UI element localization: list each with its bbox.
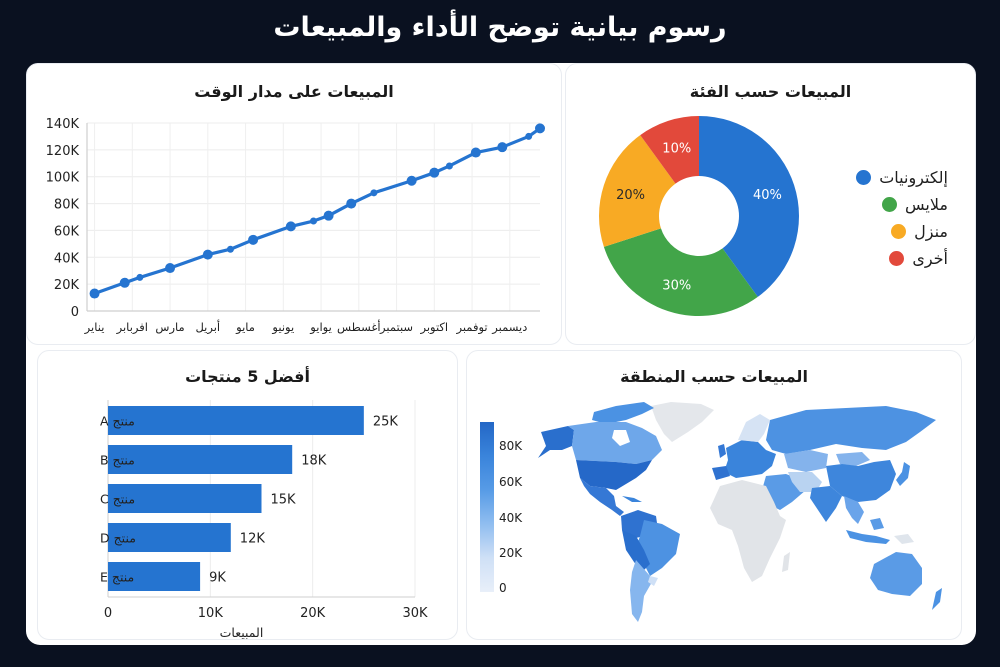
data-point[interactable]	[535, 123, 545, 134]
data-point[interactable]	[525, 132, 533, 140]
donut-legend: إلكترونيات ملايس منزل أخرى	[838, 164, 948, 272]
legend-label: منزل	[914, 222, 948, 241]
x-tick-label: 20K	[300, 606, 326, 621]
bar-value-label: 15K	[271, 493, 297, 508]
map-chart-title: المبيعات حسب المنطقة	[620, 367, 808, 386]
slice-label: 30%	[662, 278, 691, 293]
bar[interactable]	[108, 523, 231, 552]
donut-chart: 40% 30% 20% 10%	[599, 116, 799, 316]
data-point[interactable]	[346, 198, 357, 209]
line-chart-title: المبيعات على مدار الوقت	[194, 82, 394, 101]
bar-category-label: منتج B	[100, 453, 135, 468]
x-tick-label: 30K	[402, 606, 428, 621]
colorbar-tick-label: 60K	[499, 475, 523, 489]
x-tick-label: مارس	[155, 320, 184, 335]
legend-label: أخرى	[912, 249, 948, 268]
world-map: 0 20K 40K 60K 80K	[480, 402, 942, 622]
bar-grid: 0 10K 20K 30K المبيعات	[104, 400, 428, 640]
donut-slice[interactable]	[699, 116, 799, 297]
data-point[interactable]	[323, 210, 334, 221]
colorbar-tick-label: 40K	[499, 511, 523, 525]
colorbar	[480, 422, 494, 592]
line-chart: 0 20K 40K 60K 80K 100K 120K 140K يناير افربابر مار…	[46, 117, 545, 335]
data-point[interactable]	[119, 277, 130, 288]
bar[interactable]	[108, 406, 364, 435]
slice-label: 20%	[616, 188, 645, 203]
x-tick-label: أغسطس	[337, 319, 381, 335]
legend-dot-icon	[891, 224, 907, 239]
donut-slice[interactable]	[603, 228, 758, 316]
x-axis-label: المبيعات	[220, 625, 264, 640]
bar-value-label: 9K	[209, 571, 226, 586]
bar[interactable]	[108, 484, 262, 513]
y-tick-label: 120K	[46, 144, 80, 159]
x-tick-label: يونيو	[271, 320, 294, 335]
colorbar-tick-label: 0	[499, 581, 507, 595]
data-point[interactable]	[370, 189, 378, 197]
y-tick-label: 100K	[46, 171, 80, 186]
x-tick-label: افربابر	[116, 320, 148, 335]
map-land	[538, 402, 942, 622]
y-tick-label: 40K	[54, 251, 80, 266]
y-tick-label: 20K	[54, 278, 80, 293]
data-point[interactable]	[429, 167, 440, 178]
legend-dot-icon	[889, 251, 905, 266]
bar-category-label: منتج D	[100, 531, 136, 546]
donut-slice[interactable]	[599, 135, 676, 247]
bar-value-label: 18K	[301, 454, 327, 469]
bar-category-label: منتج A	[100, 414, 135, 429]
data-point[interactable]	[136, 273, 144, 281]
donut-slice[interactable]	[640, 116, 699, 184]
bar-value-label: 12K	[240, 532, 266, 547]
x-tick-label: سبتمبر	[379, 320, 413, 335]
x-tick-label: 0	[104, 606, 112, 621]
data-point[interactable]	[445, 162, 453, 170]
bar-chart-title: أفضل 5 منتجات	[185, 367, 310, 386]
data-point[interactable]	[406, 175, 417, 186]
legend-item[interactable]: إلكترونيات	[838, 164, 948, 191]
x-tick-label: أبريل	[195, 319, 220, 335]
data-point[interactable]	[202, 249, 213, 260]
bar-category-label: منتج E	[100, 570, 134, 585]
y-tick-label: 80K	[54, 198, 80, 213]
data-point[interactable]	[89, 288, 100, 299]
colorbar-tick-label: 20K	[499, 546, 523, 560]
page-title: رسوم بيانية توضح الأداء والمبيعات	[273, 12, 727, 43]
x-tick-label: اكتوبر	[419, 320, 448, 335]
slice-label: 40%	[753, 188, 782, 203]
x-tick-label: توفمبر	[455, 320, 487, 335]
y-tick-label: 60K	[54, 224, 80, 239]
y-tick-label: 140K	[46, 117, 80, 132]
bar-chart: 0 10K 20K 30K المبيعات 25K منتج A 18K منتج B 15K م…	[100, 400, 428, 640]
colorbar-ticks: 0 20K 40K 60K 80K	[499, 439, 523, 595]
data-point[interactable]	[165, 263, 176, 274]
legend-label: ملايس	[905, 195, 948, 214]
data-point[interactable]	[310, 217, 317, 225]
legend-label: إلكترونيات	[879, 168, 948, 187]
slice-label: 10%	[662, 142, 691, 157]
x-tick-label: 10K	[198, 606, 224, 621]
legend-dot-icon	[882, 197, 898, 212]
x-tick-label: ديسمبر	[491, 320, 527, 335]
data-point[interactable]	[248, 234, 259, 245]
legend-item[interactable]: منزل	[838, 218, 948, 245]
data-point[interactable]	[226, 245, 234, 253]
legend-item[interactable]: ملايس	[838, 191, 948, 218]
colorbar-tick-label: 80K	[499, 439, 523, 453]
donut-chart-title: المبيعات حسب الفئة	[689, 82, 852, 101]
legend-dot-icon	[856, 170, 872, 185]
bar[interactable]	[108, 562, 201, 591]
legend-item[interactable]: أخرى	[838, 245, 948, 272]
data-point[interactable]	[285, 221, 296, 232]
bar[interactable]	[108, 445, 293, 474]
data-point[interactable]	[470, 147, 481, 158]
x-tick-label: يناير	[84, 320, 105, 335]
x-tick-label: مايو	[235, 320, 255, 335]
bar-category-label: منتج C	[100, 492, 135, 507]
bar-value-label: 25K	[373, 415, 399, 430]
y-tick-label: 0	[71, 305, 79, 320]
data-point[interactable]	[497, 142, 508, 153]
x-tick-label: يوايو	[309, 320, 331, 335]
line-grid: 0 20K 40K 60K 80K 100K 120K 140K يناير افربابر مار…	[46, 117, 540, 335]
